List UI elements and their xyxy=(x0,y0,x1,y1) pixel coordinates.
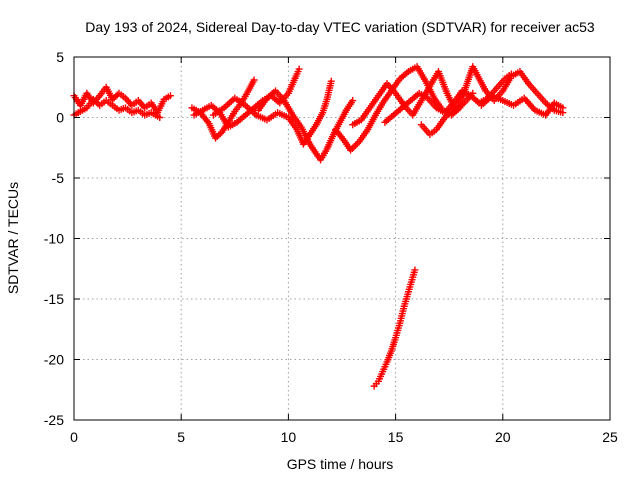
series-arc-late-e xyxy=(477,92,567,119)
chart-title: Day 193 of 2024, Sidereal Day-to-day VTE… xyxy=(85,19,595,35)
data-point xyxy=(166,92,174,100)
x-tick-label: 10 xyxy=(281,429,297,445)
series-arc-anomaly xyxy=(370,266,419,390)
ticks-layer: 0 5 10 15 20 25 5 0 -5 -10 -15 -20 -25 xyxy=(44,49,618,445)
y-tick-label: 5 xyxy=(56,49,64,65)
series-arc-mid-c xyxy=(209,77,335,148)
y-tick-label: 0 xyxy=(56,110,64,126)
data-point xyxy=(327,77,335,85)
x-axis-label: GPS time / hours xyxy=(287,456,394,472)
y-tick-label: -10 xyxy=(44,231,64,247)
y-tick-label: -20 xyxy=(44,352,64,368)
x-tick-label: 5 xyxy=(177,429,185,445)
y-axis-label: SDTVAR / TECUs xyxy=(5,182,21,294)
marks-layer xyxy=(70,63,567,390)
x-tick-label: 25 xyxy=(602,429,618,445)
data-point xyxy=(411,266,419,274)
data-point xyxy=(352,141,360,149)
x-tick-label: 0 xyxy=(70,429,78,445)
y-tick-label: -15 xyxy=(44,291,64,307)
x-tick-label: 20 xyxy=(495,429,511,445)
data-point xyxy=(350,143,358,151)
series-arc-mid-d xyxy=(254,87,357,164)
data-point xyxy=(250,76,258,84)
grid-layer xyxy=(74,57,610,420)
series-arc-late-a xyxy=(332,63,464,154)
y-tick-label: -25 xyxy=(44,412,64,428)
data-point xyxy=(349,97,357,105)
data-point xyxy=(559,104,567,112)
series-arc-early-flat xyxy=(70,83,174,117)
data-point xyxy=(295,65,303,73)
y-tick-label: -5 xyxy=(52,170,65,186)
data-point xyxy=(156,114,164,121)
x-tick-label: 15 xyxy=(388,429,404,445)
